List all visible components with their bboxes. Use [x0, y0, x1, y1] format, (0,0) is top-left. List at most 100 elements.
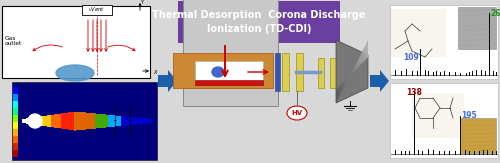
Polygon shape [352, 68, 354, 74]
Bar [282, 53, 289, 91]
Bar [96, 114, 98, 128]
Bar [296, 53, 303, 91]
Bar [460, 118, 496, 153]
Ellipse shape [56, 65, 94, 81]
Bar [86, 113, 88, 129]
Bar [72, 112, 73, 130]
Bar [195, 61, 263, 83]
Bar [77, 112, 78, 130]
Bar [67, 113, 68, 129]
Bar [140, 118, 141, 124]
Polygon shape [355, 62, 357, 70]
Ellipse shape [28, 114, 42, 128]
Bar [103, 114, 104, 128]
Bar [28, 118, 29, 124]
Bar [114, 115, 115, 127]
Bar [50, 115, 51, 127]
Bar [2, 6, 150, 78]
Bar [115, 115, 116, 127]
Bar [24, 119, 25, 123]
Polygon shape [370, 70, 389, 92]
Bar [68, 112, 70, 130]
Bar [195, 80, 263, 85]
Bar [48, 115, 50, 127]
Bar [136, 118, 138, 125]
Bar [141, 118, 142, 124]
Bar [391, 9, 446, 57]
Polygon shape [360, 53, 362, 65]
Bar [98, 114, 99, 128]
Bar [56, 114, 57, 128]
Bar [118, 116, 119, 126]
Bar [57, 114, 58, 128]
Bar [104, 114, 106, 128]
Bar [135, 117, 136, 125]
Bar [13, 129, 18, 136]
Polygon shape [344, 80, 346, 87]
Bar [26, 118, 28, 124]
Bar [88, 113, 90, 129]
Polygon shape [357, 59, 358, 69]
Text: Gas
outlet: Gas outlet [5, 36, 22, 46]
Bar [74, 111, 76, 131]
Bar [42, 116, 44, 126]
Bar [12, 82, 157, 160]
Polygon shape [341, 83, 342, 94]
Bar [13, 87, 18, 94]
Bar [44, 116, 45, 126]
Bar [82, 5, 112, 15]
Text: 262: 262 [490, 8, 500, 17]
Bar [13, 136, 18, 143]
Bar [62, 113, 64, 129]
Bar [25, 119, 26, 123]
Text: $_V$Vent: $_V$Vent [88, 6, 106, 15]
Polygon shape [339, 85, 341, 97]
Bar [458, 7, 496, 49]
Bar [330, 58, 336, 88]
Bar [88, 113, 89, 129]
Text: 138: 138 [406, 88, 421, 97]
Bar [45, 116, 46, 126]
Bar [13, 108, 18, 115]
Bar [29, 118, 31, 124]
Polygon shape [342, 81, 344, 90]
Bar [124, 116, 125, 126]
Bar [109, 115, 110, 127]
Bar [90, 113, 92, 129]
Bar [83, 112, 84, 130]
Polygon shape [358, 56, 360, 67]
Bar [70, 112, 71, 130]
Bar [145, 118, 147, 124]
Bar [99, 114, 100, 128]
Bar [61, 113, 62, 129]
Bar [116, 116, 118, 126]
Ellipse shape [212, 67, 224, 77]
Bar [40, 116, 41, 126]
Bar [13, 94, 18, 101]
Bar [390, 5, 498, 79]
Text: 195: 195 [461, 111, 477, 120]
Ellipse shape [287, 106, 307, 120]
Bar [173, 53, 273, 88]
Bar [112, 115, 114, 127]
Text: X: X [153, 69, 156, 74]
Bar [80, 112, 82, 130]
Bar [183, 0, 278, 106]
Polygon shape [158, 70, 177, 92]
Polygon shape [354, 65, 355, 72]
Polygon shape [338, 86, 339, 100]
Bar [142, 118, 144, 124]
Bar [13, 122, 18, 129]
Bar [275, 53, 280, 91]
Bar [150, 119, 151, 123]
Bar [73, 112, 74, 130]
Bar [131, 117, 132, 125]
Bar [82, 112, 83, 130]
Bar [38, 117, 40, 126]
Bar [412, 93, 464, 138]
Bar [41, 116, 42, 126]
Bar [13, 115, 18, 122]
Bar [84, 112, 86, 130]
Bar [54, 114, 56, 128]
Bar [120, 116, 122, 126]
